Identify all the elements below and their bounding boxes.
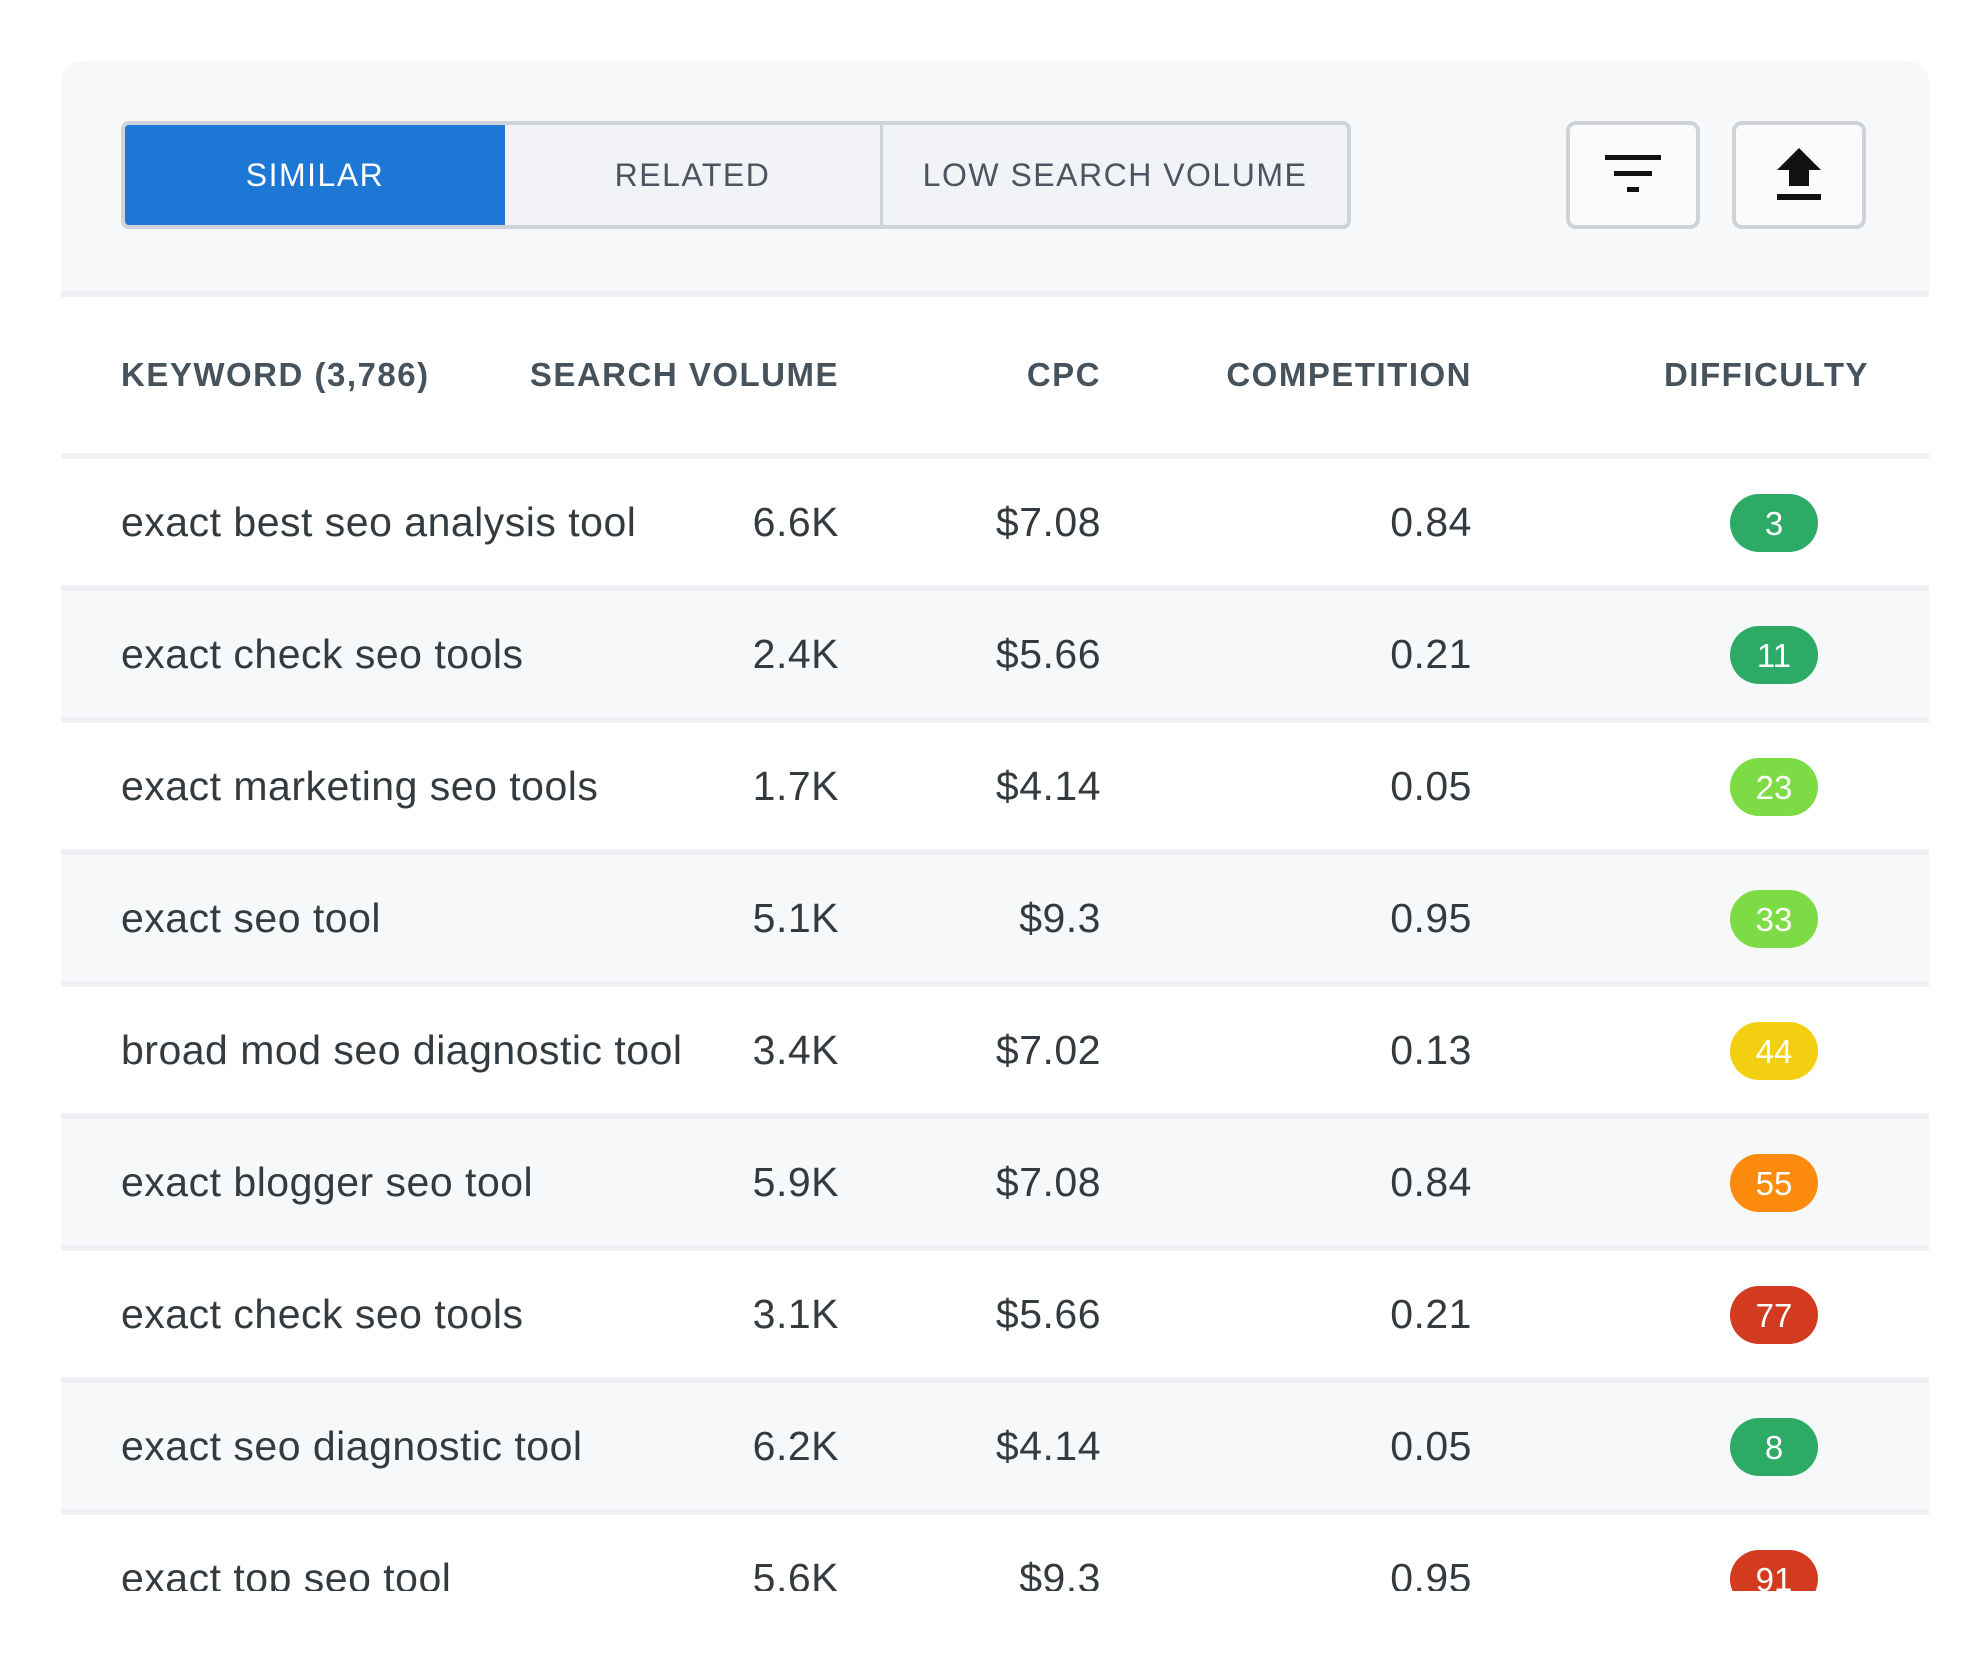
difficulty-badge: 77 [1730, 1286, 1818, 1344]
keyword-cell: exact blogger seo tool [121, 1159, 534, 1205]
keyword-cell: exact seo tool [121, 895, 381, 941]
difficulty-badge: 91 [1730, 1550, 1818, 1591]
table-row[interactable]: exact blogger seo tool 5.9K $7.08 0.84 55 [61, 1119, 1929, 1245]
header-search-volume[interactable]: SEARCH VOLUME [529, 356, 839, 393]
competition-cell: 0.84 [1390, 1159, 1472, 1205]
search-volume-cell: 5.1K [752, 895, 839, 941]
table-header: KEYWORD (3,786) SEARCH VOLUME CPC COMPET… [61, 297, 1929, 453]
table-row[interactable]: exact top seo tool 5.6K $9.3 0.95 91 [61, 1515, 1929, 1591]
table-row[interactable]: exact check seo tools 2.4K $5.66 0.21 11 [61, 591, 1929, 717]
toolbar: SIMILAR RELATED LOW SEARCH VOLUME [61, 61, 1929, 291]
difficulty-badge: 44 [1730, 1022, 1818, 1080]
row-divider [61, 1509, 1929, 1515]
difficulty-badge: 11 [1730, 626, 1818, 684]
competition-cell: 0.05 [1390, 1423, 1472, 1469]
cpc-cell: $7.08 [995, 1159, 1101, 1205]
difficulty-badge: 8 [1730, 1418, 1818, 1476]
difficulty-badge: 3 [1730, 494, 1818, 552]
competition-cell: 0.13 [1390, 1027, 1472, 1073]
cpc-cell: $4.14 [995, 763, 1101, 809]
keyword-cell: exact seo diagnostic tool [121, 1423, 583, 1469]
competition-cell: 0.95 [1390, 1555, 1472, 1591]
competition-cell: 0.05 [1390, 763, 1472, 809]
cpc-cell: $4.14 [995, 1423, 1101, 1469]
difficulty-badge: 55 [1730, 1154, 1818, 1212]
search-volume-cell: 5.6K [752, 1555, 839, 1591]
tab-related[interactable]: RELATED [505, 125, 883, 225]
table-body: exact best seo analysis tool 6.6K $7.08 0.8… [61, 459, 1929, 1591]
search-volume-cell: 3.4K [752, 1027, 839, 1073]
tab-group: SIMILAR RELATED LOW SEARCH VOLUME [121, 121, 1351, 229]
search-volume-cell: 3.1K [752, 1291, 839, 1337]
table-row[interactable]: exact best seo analysis tool 6.6K $7.08 0.8… [61, 459, 1929, 585]
row-divider [61, 585, 1929, 591]
upload-icon [1777, 148, 1821, 200]
tab-low-search-volume[interactable]: LOW SEARCH VOLUME [922, 156, 1308, 193]
divider [61, 291, 1929, 297]
table-row[interactable]: exact seo diagnostic tool 6.2K $4.14 0.05 8 [61, 1383, 1929, 1509]
search-volume-cell: 2.4K [752, 631, 839, 677]
filter-button[interactable] [1566, 121, 1700, 229]
competition-cell: 0.95 [1390, 895, 1472, 941]
row-divider [61, 981, 1929, 987]
export-button[interactable] [1732, 121, 1866, 229]
row-divider [61, 1377, 1929, 1383]
filter-icon [1605, 155, 1661, 192]
keyword-cell: broad mod seo diagnostic tool [121, 1027, 683, 1073]
competition-cell: 0.84 [1390, 499, 1472, 545]
row-divider [61, 717, 1929, 723]
row-divider [61, 849, 1929, 855]
header-competition[interactable]: COMPETITION [1226, 356, 1472, 393]
table-row[interactable]: exact marketing seo tools 1.7K $4.14 0.05 23 [61, 723, 1929, 849]
cpc-cell: $9.3 [1019, 1555, 1101, 1591]
difficulty-badge: 33 [1730, 890, 1818, 948]
table-row[interactable]: exact seo tool 5.1K $9.3 0.95 33 [61, 855, 1929, 981]
difficulty-badge: 23 [1730, 758, 1818, 816]
competition-cell: 0.21 [1390, 1291, 1472, 1337]
header-cpc[interactable]: CPC [1026, 356, 1101, 393]
cpc-cell: $7.08 [995, 499, 1101, 545]
keyword-cell: exact check seo tools [121, 631, 524, 677]
header-difficulty[interactable]: DIFFICULTY [1663, 356, 1869, 393]
keyword-cell: exact check seo tools [121, 1291, 524, 1337]
cpc-cell: $5.66 [995, 1291, 1101, 1337]
cpc-cell: $9.3 [1019, 895, 1101, 941]
divider [61, 453, 1929, 459]
search-volume-cell: 6.2K [752, 1423, 839, 1469]
search-volume-cell: 5.9K [752, 1159, 839, 1205]
cpc-cell: $7.02 [995, 1027, 1101, 1073]
header-keyword[interactable]: KEYWORD (3,786) [121, 356, 430, 393]
search-volume-cell: 1.7K [752, 763, 839, 809]
tab-similar[interactable]: SIMILAR [125, 125, 505, 225]
search-volume-cell: 6.6K [752, 499, 839, 545]
cpc-cell: $5.66 [995, 631, 1101, 677]
row-divider [61, 1113, 1929, 1119]
row-divider [61, 1245, 1929, 1251]
keyword-cell: exact best seo analysis tool [121, 499, 637, 545]
table-row[interactable]: broad mod seo diagnostic tool 3.4K $7.02 0.… [61, 987, 1929, 1113]
keyword-cell: exact top seo tool [121, 1555, 452, 1591]
table-row[interactable]: exact check seo tools 3.1K $5.66 0.21 77 [61, 1251, 1929, 1377]
keyword-cell: exact marketing seo tools [121, 763, 599, 809]
keyword-card: SIMILAR RELATED LOW SEARCH VOLUME KEYWOR… [61, 61, 1929, 1591]
competition-cell: 0.21 [1390, 631, 1472, 677]
